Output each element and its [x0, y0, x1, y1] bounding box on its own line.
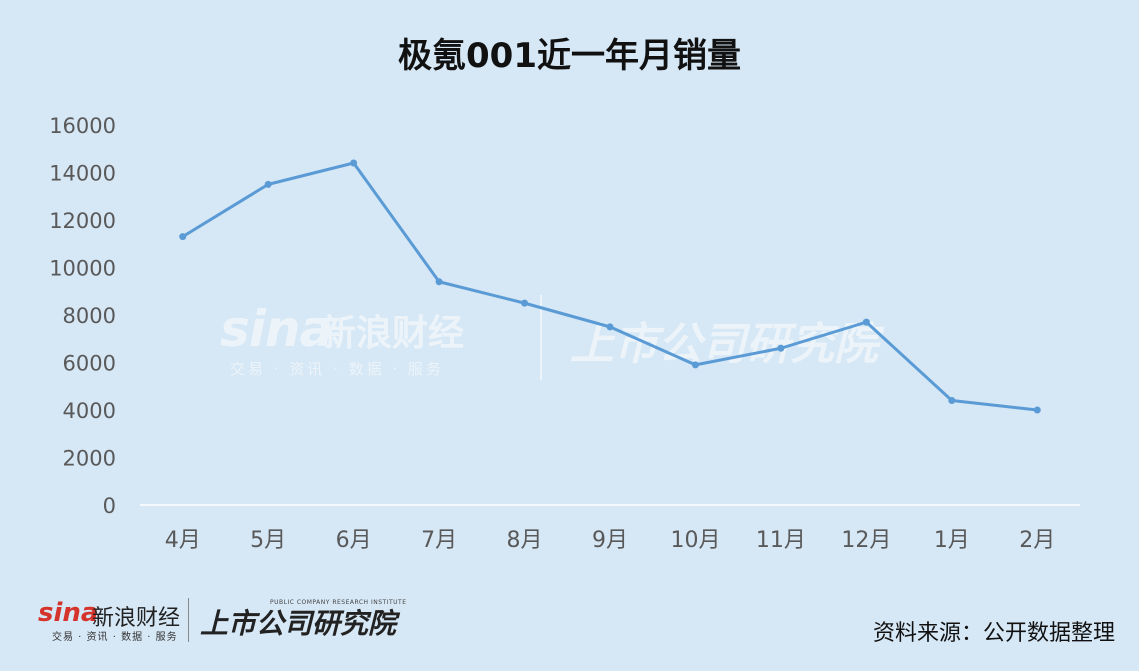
data-point — [862, 318, 870, 326]
data-point — [264, 180, 272, 188]
y-tick-label: 10000 — [49, 257, 116, 281]
sina-tagline: 交易 · 资讯 · 数据 · 服务 — [52, 632, 178, 643]
x-tick-label: 1月 — [934, 528, 970, 553]
data-point — [179, 233, 187, 241]
data-point — [435, 278, 443, 286]
x-tick-label: 6月 — [336, 528, 372, 553]
institute-english-name: PUBLIC COMPANY RESEARCH INSTITUTE — [270, 599, 407, 606]
sina-name: 新浪财经 — [92, 606, 181, 631]
data-point — [948, 397, 956, 404]
series-group — [179, 159, 1041, 414]
data-source: 资料来源：公开数据整理 — [872, 621, 1115, 646]
x-tick-label: 2月 — [1019, 528, 1055, 553]
y-tick-label: 16000 — [49, 114, 116, 138]
data-point — [521, 299, 529, 307]
data-point — [1033, 406, 1041, 414]
data-point — [350, 159, 358, 167]
y-tick-label: 0 — [103, 494, 116, 518]
x-tick-label: 11月 — [756, 528, 806, 553]
y-tick-label: 12000 — [49, 209, 116, 233]
x-axis: 4月 5月 6月 7月 8月 9月 10月 11月 12月 1月 2月 — [140, 504, 1080, 553]
y-tick-label: 14000 — [49, 162, 116, 186]
series-line — [181, 161, 1038, 412]
y-tick-label: 4000 — [63, 399, 116, 423]
logo-separator — [188, 598, 189, 642]
y-tick-label: 6000 — [63, 352, 116, 376]
institute-name: 上市公司研究院 — [200, 607, 397, 640]
data-point — [777, 344, 785, 352]
x-tick-label: 5月 — [250, 528, 286, 553]
x-tick-label: 8月 — [507, 528, 543, 553]
x-tick-label: 10月 — [670, 528, 720, 553]
data-point — [606, 323, 614, 331]
y-axis: 0 2000 4000 6000 8000 10000 12000 14000 16000 — [49, 114, 116, 518]
x-tick-label: 7月 — [421, 528, 457, 553]
data-point — [691, 361, 699, 369]
x-tick-label: 9月 — [592, 528, 628, 553]
chart-title: 极氪001近一年月销量 — [398, 36, 741, 76]
y-tick-label: 2000 — [63, 447, 116, 471]
sina-finance-logo: sina 新浪财经 交易 · 资讯 · 数据 · 服务 上市公司研究院 PUBL… — [38, 598, 418, 648]
x-tick-label: 12月 — [841, 528, 891, 553]
x-tick-label: 4月 — [165, 528, 201, 553]
y-tick-label: 8000 — [63, 304, 116, 328]
sina-logo-text: sina — [38, 598, 99, 628]
